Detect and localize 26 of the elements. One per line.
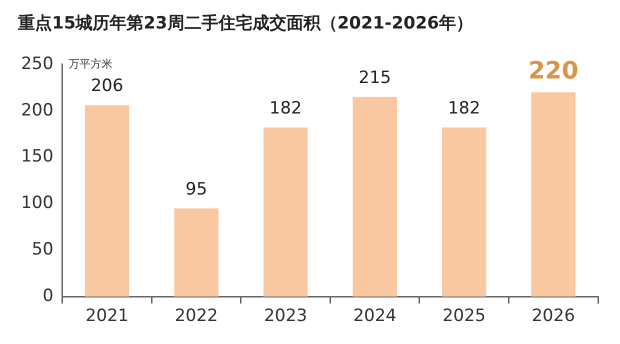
data-label: 215 [358, 68, 392, 88]
x-tick-label: 2024 [353, 306, 396, 326]
data-label: 95 [186, 179, 208, 200]
x-tick-label: 2021 [85, 306, 129, 326]
x-tick-label: 2026 [532, 306, 576, 326]
data-label: 220 [528, 56, 578, 84]
y-tick-label: 0 [42, 286, 54, 306]
chart-title: 重点15城历年第23周二手住宅成交面积（2021-2026年） [17, 14, 473, 34]
bar [263, 128, 308, 297]
bar [84, 105, 130, 297]
x-tick-label: 2025 [442, 306, 486, 326]
y-axis-title: 万平方米 [68, 57, 112, 70]
y-tick-label: 100 [20, 193, 54, 214]
y-tick-label: 50 [32, 240, 54, 260]
y-tick-label: 200 [20, 100, 54, 120]
y-tick-label: 250 [20, 54, 54, 74]
data-label: 182 [448, 98, 480, 118]
y-tick-label: 150 [20, 146, 54, 167]
bar [531, 92, 576, 297]
bar [174, 208, 218, 297]
x-tick-label: 2023 [264, 306, 308, 326]
data-label: 182 [269, 98, 302, 118]
bar [442, 128, 486, 297]
x-tick-label: 2022 [174, 306, 218, 326]
bar [352, 96, 397, 297]
data-label: 206 [90, 76, 124, 96]
